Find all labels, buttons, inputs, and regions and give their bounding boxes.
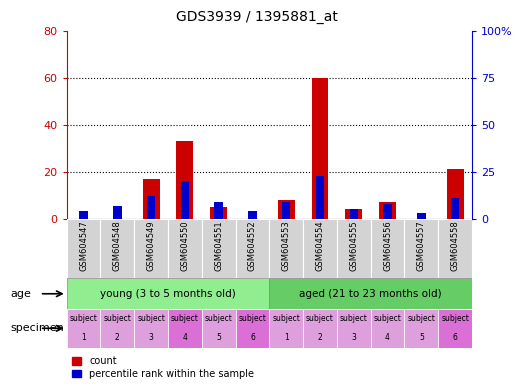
- Bar: [337, 309, 370, 348]
- Text: GSM604551: GSM604551: [214, 221, 223, 271]
- Bar: [303, 309, 337, 348]
- Text: subject: subject: [407, 314, 435, 323]
- Text: 2: 2: [115, 333, 120, 343]
- Bar: [404, 219, 438, 278]
- Bar: [168, 219, 202, 278]
- Text: GSM604556: GSM604556: [383, 221, 392, 271]
- Bar: [147, 196, 155, 219]
- Bar: [248, 211, 256, 219]
- Text: GSM604548: GSM604548: [113, 221, 122, 271]
- Text: GSM604555: GSM604555: [349, 221, 358, 271]
- Legend: count, percentile rank within the sample: count, percentile rank within the sample: [71, 356, 254, 379]
- Bar: [67, 309, 101, 348]
- Bar: [113, 206, 122, 219]
- Bar: [269, 219, 303, 278]
- Bar: [202, 309, 235, 348]
- Bar: [404, 309, 438, 348]
- Bar: [379, 202, 396, 219]
- Text: subject: subject: [70, 314, 97, 323]
- Text: specimen: specimen: [10, 323, 64, 333]
- Bar: [278, 200, 294, 219]
- Text: subject: subject: [205, 314, 232, 323]
- Bar: [438, 219, 472, 278]
- Text: GSM604553: GSM604553: [282, 221, 291, 271]
- Bar: [168, 309, 202, 348]
- Bar: [101, 219, 134, 278]
- Text: aged (21 to 23 months old): aged (21 to 23 months old): [299, 289, 442, 299]
- Text: 4: 4: [183, 333, 187, 343]
- Text: subject: subject: [239, 314, 266, 323]
- Text: subject: subject: [340, 314, 368, 323]
- Bar: [447, 169, 464, 219]
- Text: subject: subject: [104, 314, 131, 323]
- Bar: [303, 219, 337, 278]
- Text: age: age: [10, 289, 31, 299]
- Text: subject: subject: [373, 314, 402, 323]
- Text: 3: 3: [351, 333, 356, 343]
- Bar: [316, 175, 324, 219]
- Bar: [67, 219, 101, 278]
- Bar: [417, 213, 425, 219]
- Bar: [269, 278, 472, 309]
- Bar: [235, 219, 269, 278]
- Text: GSM604552: GSM604552: [248, 221, 257, 271]
- Text: 5: 5: [419, 333, 424, 343]
- Text: 5: 5: [216, 333, 221, 343]
- Bar: [210, 207, 227, 219]
- Bar: [269, 309, 303, 348]
- Bar: [80, 211, 88, 219]
- Bar: [214, 202, 223, 219]
- Bar: [345, 210, 362, 219]
- Text: GSM604549: GSM604549: [147, 221, 155, 271]
- Text: subject: subject: [272, 314, 300, 323]
- Bar: [383, 204, 392, 219]
- Bar: [101, 309, 134, 348]
- Text: subject: subject: [306, 314, 334, 323]
- Bar: [134, 309, 168, 348]
- Bar: [143, 179, 160, 219]
- Text: subject: subject: [171, 314, 199, 323]
- Text: 1: 1: [284, 333, 289, 343]
- Text: GSM604547: GSM604547: [79, 221, 88, 271]
- Bar: [282, 202, 290, 219]
- Bar: [67, 278, 269, 309]
- Text: 1: 1: [81, 333, 86, 343]
- Text: 6: 6: [452, 333, 458, 343]
- Text: GSM604554: GSM604554: [315, 221, 325, 271]
- Text: 6: 6: [250, 333, 255, 343]
- Bar: [349, 210, 358, 219]
- Bar: [311, 78, 328, 219]
- Text: GSM604550: GSM604550: [181, 221, 189, 271]
- Bar: [181, 181, 189, 219]
- Bar: [337, 219, 370, 278]
- Bar: [451, 198, 459, 219]
- Text: GSM604558: GSM604558: [450, 221, 460, 271]
- Bar: [438, 309, 472, 348]
- Text: subject: subject: [137, 314, 165, 323]
- Bar: [370, 309, 404, 348]
- Text: subject: subject: [441, 314, 469, 323]
- Text: young (3 to 5 months old): young (3 to 5 months old): [100, 289, 236, 299]
- Text: 2: 2: [318, 333, 322, 343]
- Text: 3: 3: [149, 333, 153, 343]
- Text: 4: 4: [385, 333, 390, 343]
- Bar: [202, 219, 235, 278]
- Bar: [176, 141, 193, 219]
- Text: GSM604557: GSM604557: [417, 221, 426, 271]
- Bar: [134, 219, 168, 278]
- Bar: [370, 219, 404, 278]
- Bar: [235, 309, 269, 348]
- Text: GDS3939 / 1395881_at: GDS3939 / 1395881_at: [175, 10, 338, 23]
